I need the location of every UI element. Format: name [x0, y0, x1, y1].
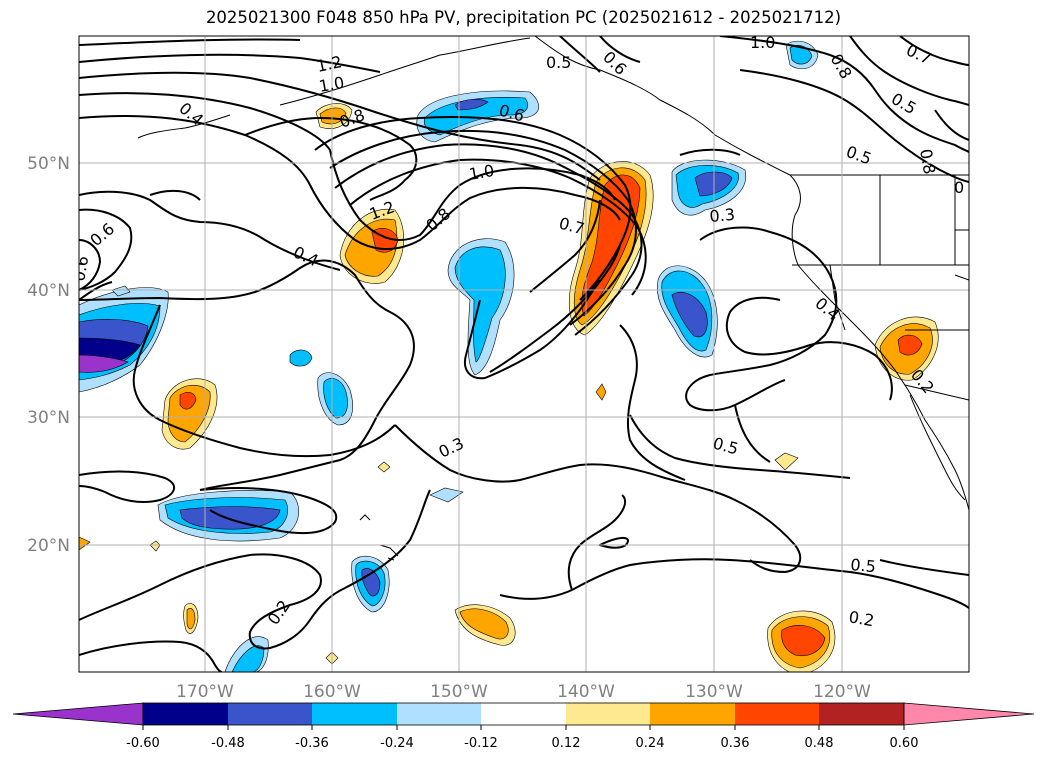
lon-tick-label: 130°W: [685, 682, 743, 702]
colorbar-extend-low: [12, 702, 144, 726]
colorbar-segment: [143, 703, 228, 725]
lon-tick-label: 160°W: [303, 682, 361, 702]
colorbar-segment: [397, 703, 481, 725]
pv-contours: [79, 36, 969, 672]
colorbar-tick-label: 0.60: [890, 736, 919, 751]
contour-label: 0.5: [546, 53, 571, 72]
gridlines: [79, 36, 969, 672]
lon-tick-label: 120°W: [813, 682, 871, 702]
lat-tick-label: 20°N: [27, 536, 70, 556]
colorbar-segment: [650, 703, 735, 725]
colorbar-segment: [481, 703, 566, 725]
lat-tick-label: 30°N: [27, 408, 70, 428]
colorbar-segment: [566, 703, 650, 725]
contour-label: 0.2: [847, 607, 875, 630]
contour-label: 1.2: [315, 52, 344, 76]
lon-tick-label: 170°W: [176, 682, 234, 702]
contour-label: 1.0: [750, 33, 775, 52]
colorbar-segment: [228, 703, 312, 725]
colorbar-tick-label: 0.24: [636, 736, 665, 751]
precip-shading: [79, 40, 939, 672]
colorbar-segment: [819, 703, 904, 725]
lat-tick-labels: 50°N 40°N 30°N 20°N: [27, 154, 70, 556]
lat-tick-label: 50°N: [27, 154, 70, 174]
contour-label: 0.6: [69, 254, 92, 282]
contour-label: 0.3: [709, 205, 736, 226]
map-frame: [78, 35, 970, 673]
colorbar: -0.60 -0.48 -0.36 -0.24 -0.12 0.12 0.24 …: [12, 702, 1035, 751]
colorbar-segment: [312, 703, 397, 725]
colorbar-tick-label: 0.48: [805, 736, 834, 751]
colorbar-segment: [735, 703, 819, 725]
lon-tick-label: 150°W: [430, 682, 488, 702]
map-title: 2025021300 F048 850 hPa PV, precipitatio…: [205, 8, 842, 27]
contour-label: 0.5: [850, 555, 877, 576]
contour-label: 1.0: [467, 161, 495, 184]
colorbar-tick-label: -0.36: [295, 736, 329, 751]
lat-tick-label: 40°N: [27, 281, 70, 301]
colorbar-tick-label: -0.12: [464, 736, 498, 751]
colorbar-tick-label: 0.12: [552, 736, 581, 751]
colorbar-tick-label: -0.48: [211, 736, 245, 751]
contour-label: 0: [954, 178, 964, 197]
lon-tick-labels: 170°W 160°W 150°W 140°W 130°W 120°W: [176, 682, 871, 702]
map-area: 1.2 1.0 0.4 0.8 0.5 0.6 0.6 1.0 0.8 0.7 …: [69, 33, 969, 672]
contour-label: 0.8: [916, 147, 939, 175]
colorbar-tick-label: -0.60: [126, 736, 160, 751]
colorbar-extend-high: [903, 702, 1035, 726]
colorbar-tick-label: 0.36: [721, 736, 750, 751]
coastlines: [137, 36, 969, 561]
colorbar-tick-label: -0.24: [380, 736, 414, 751]
contour-label: 1.0: [317, 73, 345, 96]
lon-tick-label: 140°W: [557, 682, 615, 702]
